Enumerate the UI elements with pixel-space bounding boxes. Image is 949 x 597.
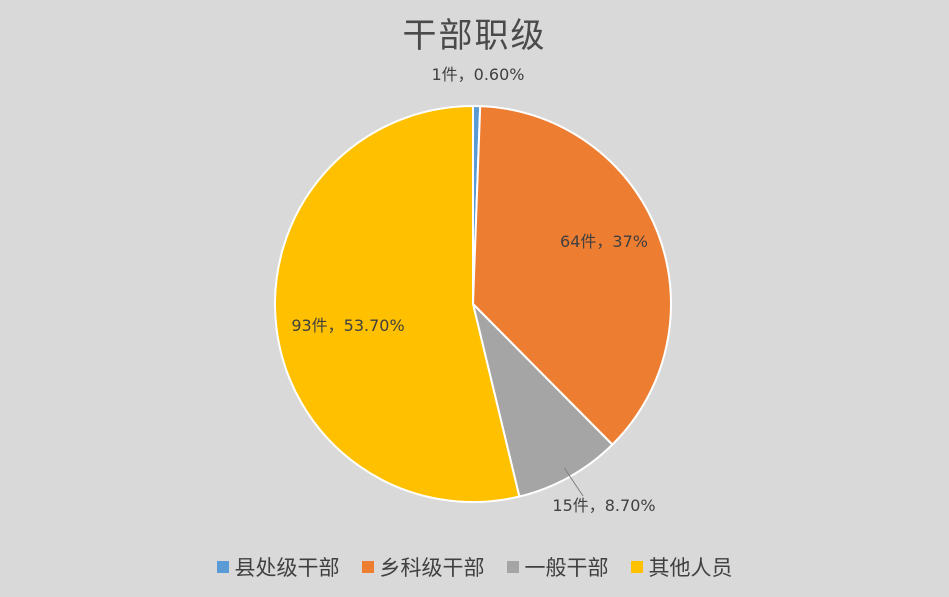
legend-swatch [506, 561, 519, 573]
legend-item-4: 其他人员 [630, 552, 733, 582]
pie-slice-2 [471, 105, 672, 447]
pie-slice-4 [274, 104, 521, 503]
legend-swatch [216, 561, 229, 573]
legend-label: 其他人员 [648, 556, 733, 580]
legend-item-3: 一般干部 [506, 552, 609, 582]
legend-swatch [361, 561, 374, 573]
data-label-3: 15件，8.70% [552, 496, 655, 515]
legend-label: 乡科级干部 [379, 556, 485, 580]
legend-swatch [630, 561, 643, 573]
legend-item-2: 乡科级干部 [361, 552, 485, 582]
data-label-2: 64件，37% [560, 232, 648, 251]
legend: 县处级干部 乡科级干部 一般干部 其他人员 [0, 552, 949, 582]
legend-label: 县处级干部 [234, 556, 340, 580]
data-label-4: 93件，53.70% [291, 316, 404, 335]
legend-label: 一般干部 [524, 556, 609, 580]
data-label-1: 1件，0.60% [431, 65, 524, 84]
leader-line [564, 467, 584, 497]
legend-item-1: 县处级干部 [216, 552, 340, 582]
chart-title: 干部职级 [402, 16, 547, 56]
